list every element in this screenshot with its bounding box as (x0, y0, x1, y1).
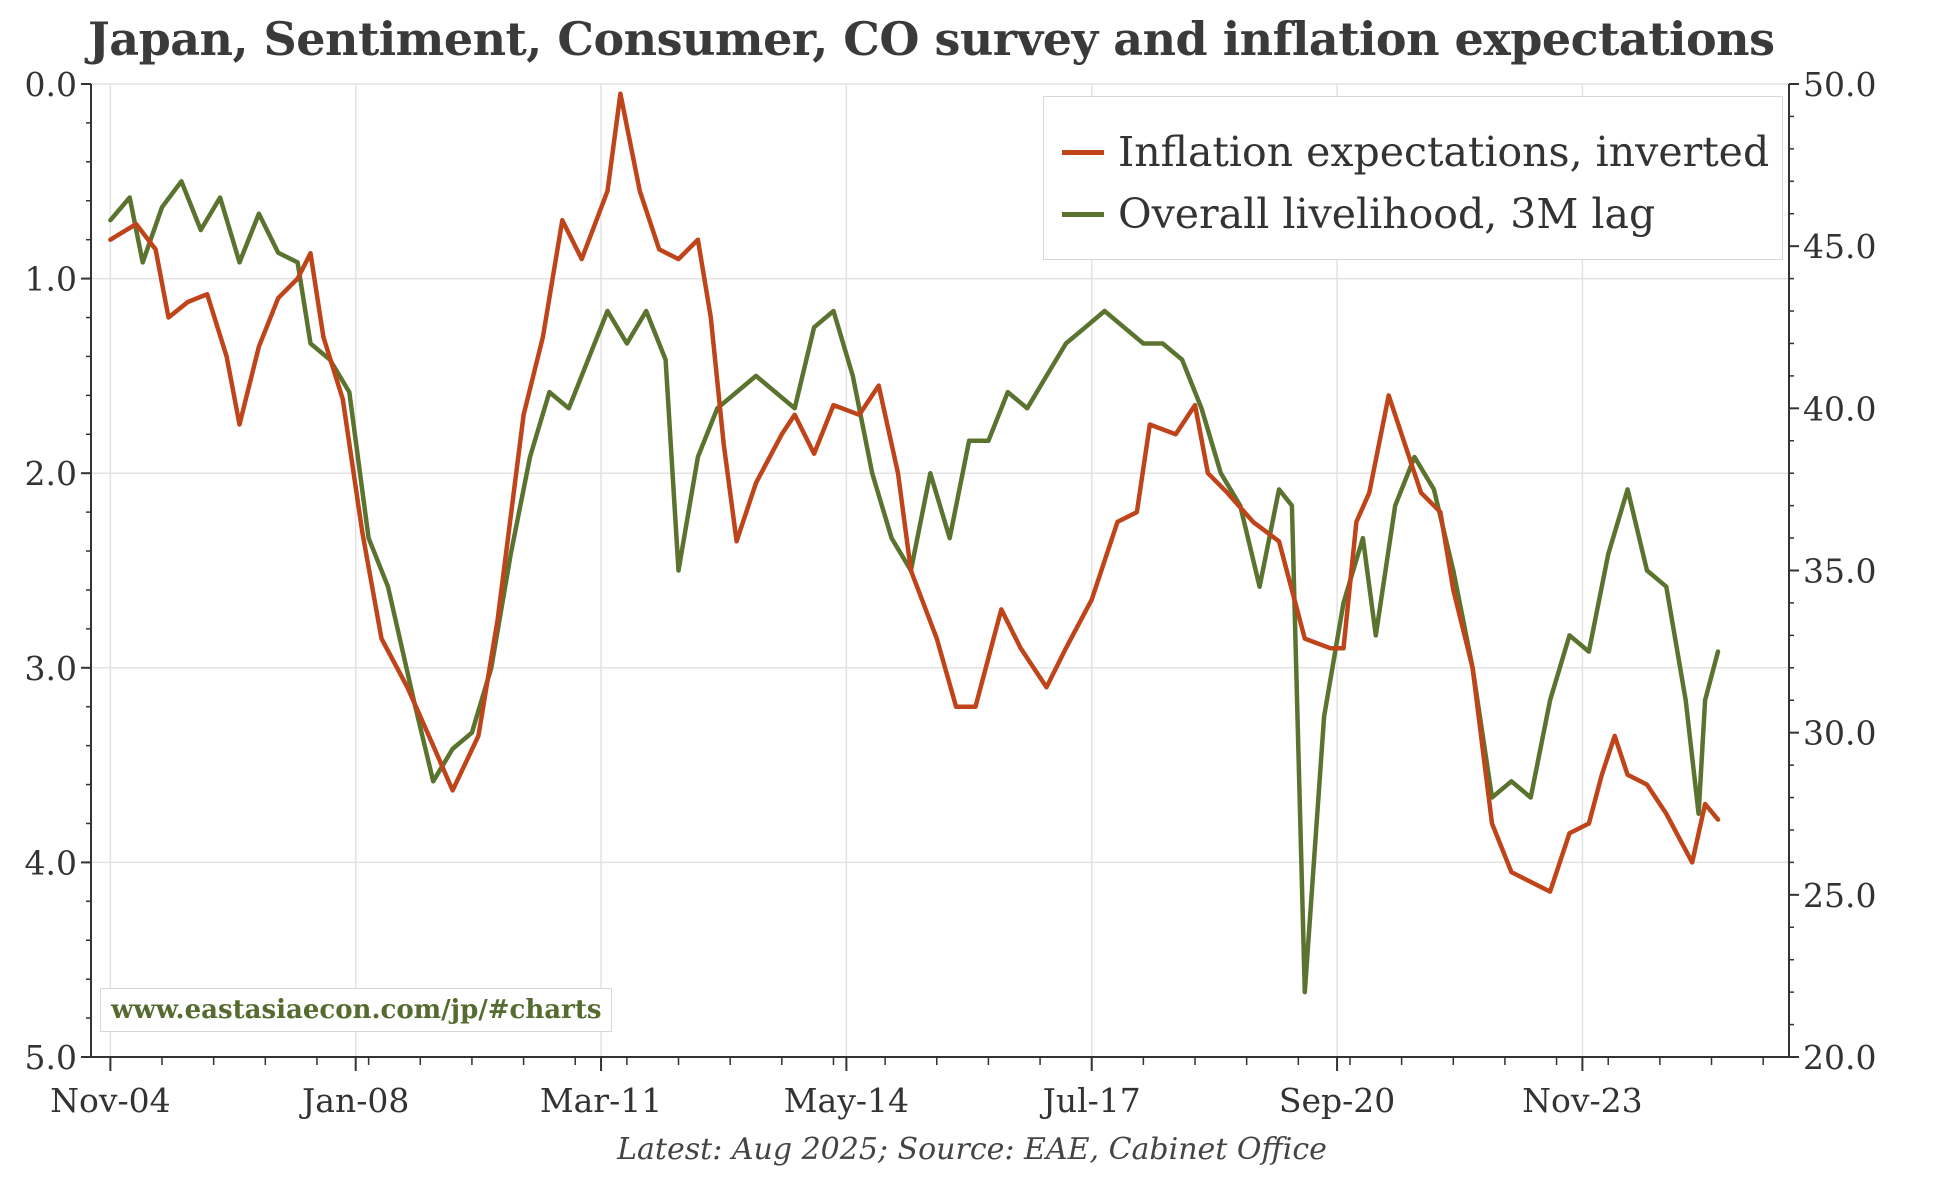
legend-label-livelihood: Overall livelihood, 3M lag (1118, 190, 1656, 238)
watermark-link[interactable]: www.eastasiaecon.com/jp/#charts (100, 988, 613, 1032)
x-tick-label: Sep-20 (1279, 1081, 1395, 1120)
axes: 0.0 1.0 2.0 3.0 4.0 5.0 20.0 25.0 30.0 35.0 40.0 45… (25, 65, 1877, 1120)
series-lines (108, 91, 1721, 995)
legend-swatch-livelihood (1062, 211, 1104, 217)
x-tick-label: Mar-11 (540, 1081, 662, 1120)
right-tick-label: 35.0 (1803, 552, 1876, 591)
x-tick-label: May-14 (784, 1081, 909, 1120)
series-line-overall-livelihood (108, 179, 1721, 995)
left-tick-label: 1.0 (25, 260, 77, 299)
right-tick-label: 45.0 (1803, 227, 1876, 266)
right-tick-label: 20.0 (1803, 1038, 1876, 1077)
left-tick-label: 4.0 (25, 843, 77, 882)
left-tick-label: 5.0 (25, 1038, 77, 1077)
legend-item-livelihood: Overall livelihood, 3M lag (1062, 189, 1655, 239)
x-tick-label: Nov-23 (1522, 1081, 1643, 1120)
right-tick-label: 30.0 (1803, 714, 1876, 753)
source-note: Latest: Aug 2025; Source: EAE, Cabinet O… (617, 1132, 1327, 1167)
right-tick-label: 40.0 (1803, 389, 1876, 428)
x-tick-label: Jan-08 (299, 1081, 409, 1120)
chart-title: Japan, Sentiment, Consumer, CO survey an… (88, 12, 1775, 66)
legend-label-inflation: Inflation expectations, inverted (1118, 128, 1770, 176)
left-tick-label: 2.0 (25, 454, 77, 493)
legend-item-inflation: Inflation expectations, inverted (1062, 127, 1769, 177)
left-tick-label: 0.0 (25, 65, 77, 104)
left-tick-label: 3.0 (25, 649, 77, 688)
series-line-inflation-expectations (108, 91, 1721, 894)
legend-swatch-inflation (1062, 149, 1104, 155)
x-tick-label: Jul-17 (1040, 1081, 1141, 1120)
legend: Inflation expectations, inverted Overall… (1043, 96, 1783, 260)
x-tick-label: Nov-04 (50, 1081, 171, 1120)
right-tick-label: 25.0 (1803, 876, 1876, 915)
right-tick-label: 50.0 (1803, 65, 1876, 104)
